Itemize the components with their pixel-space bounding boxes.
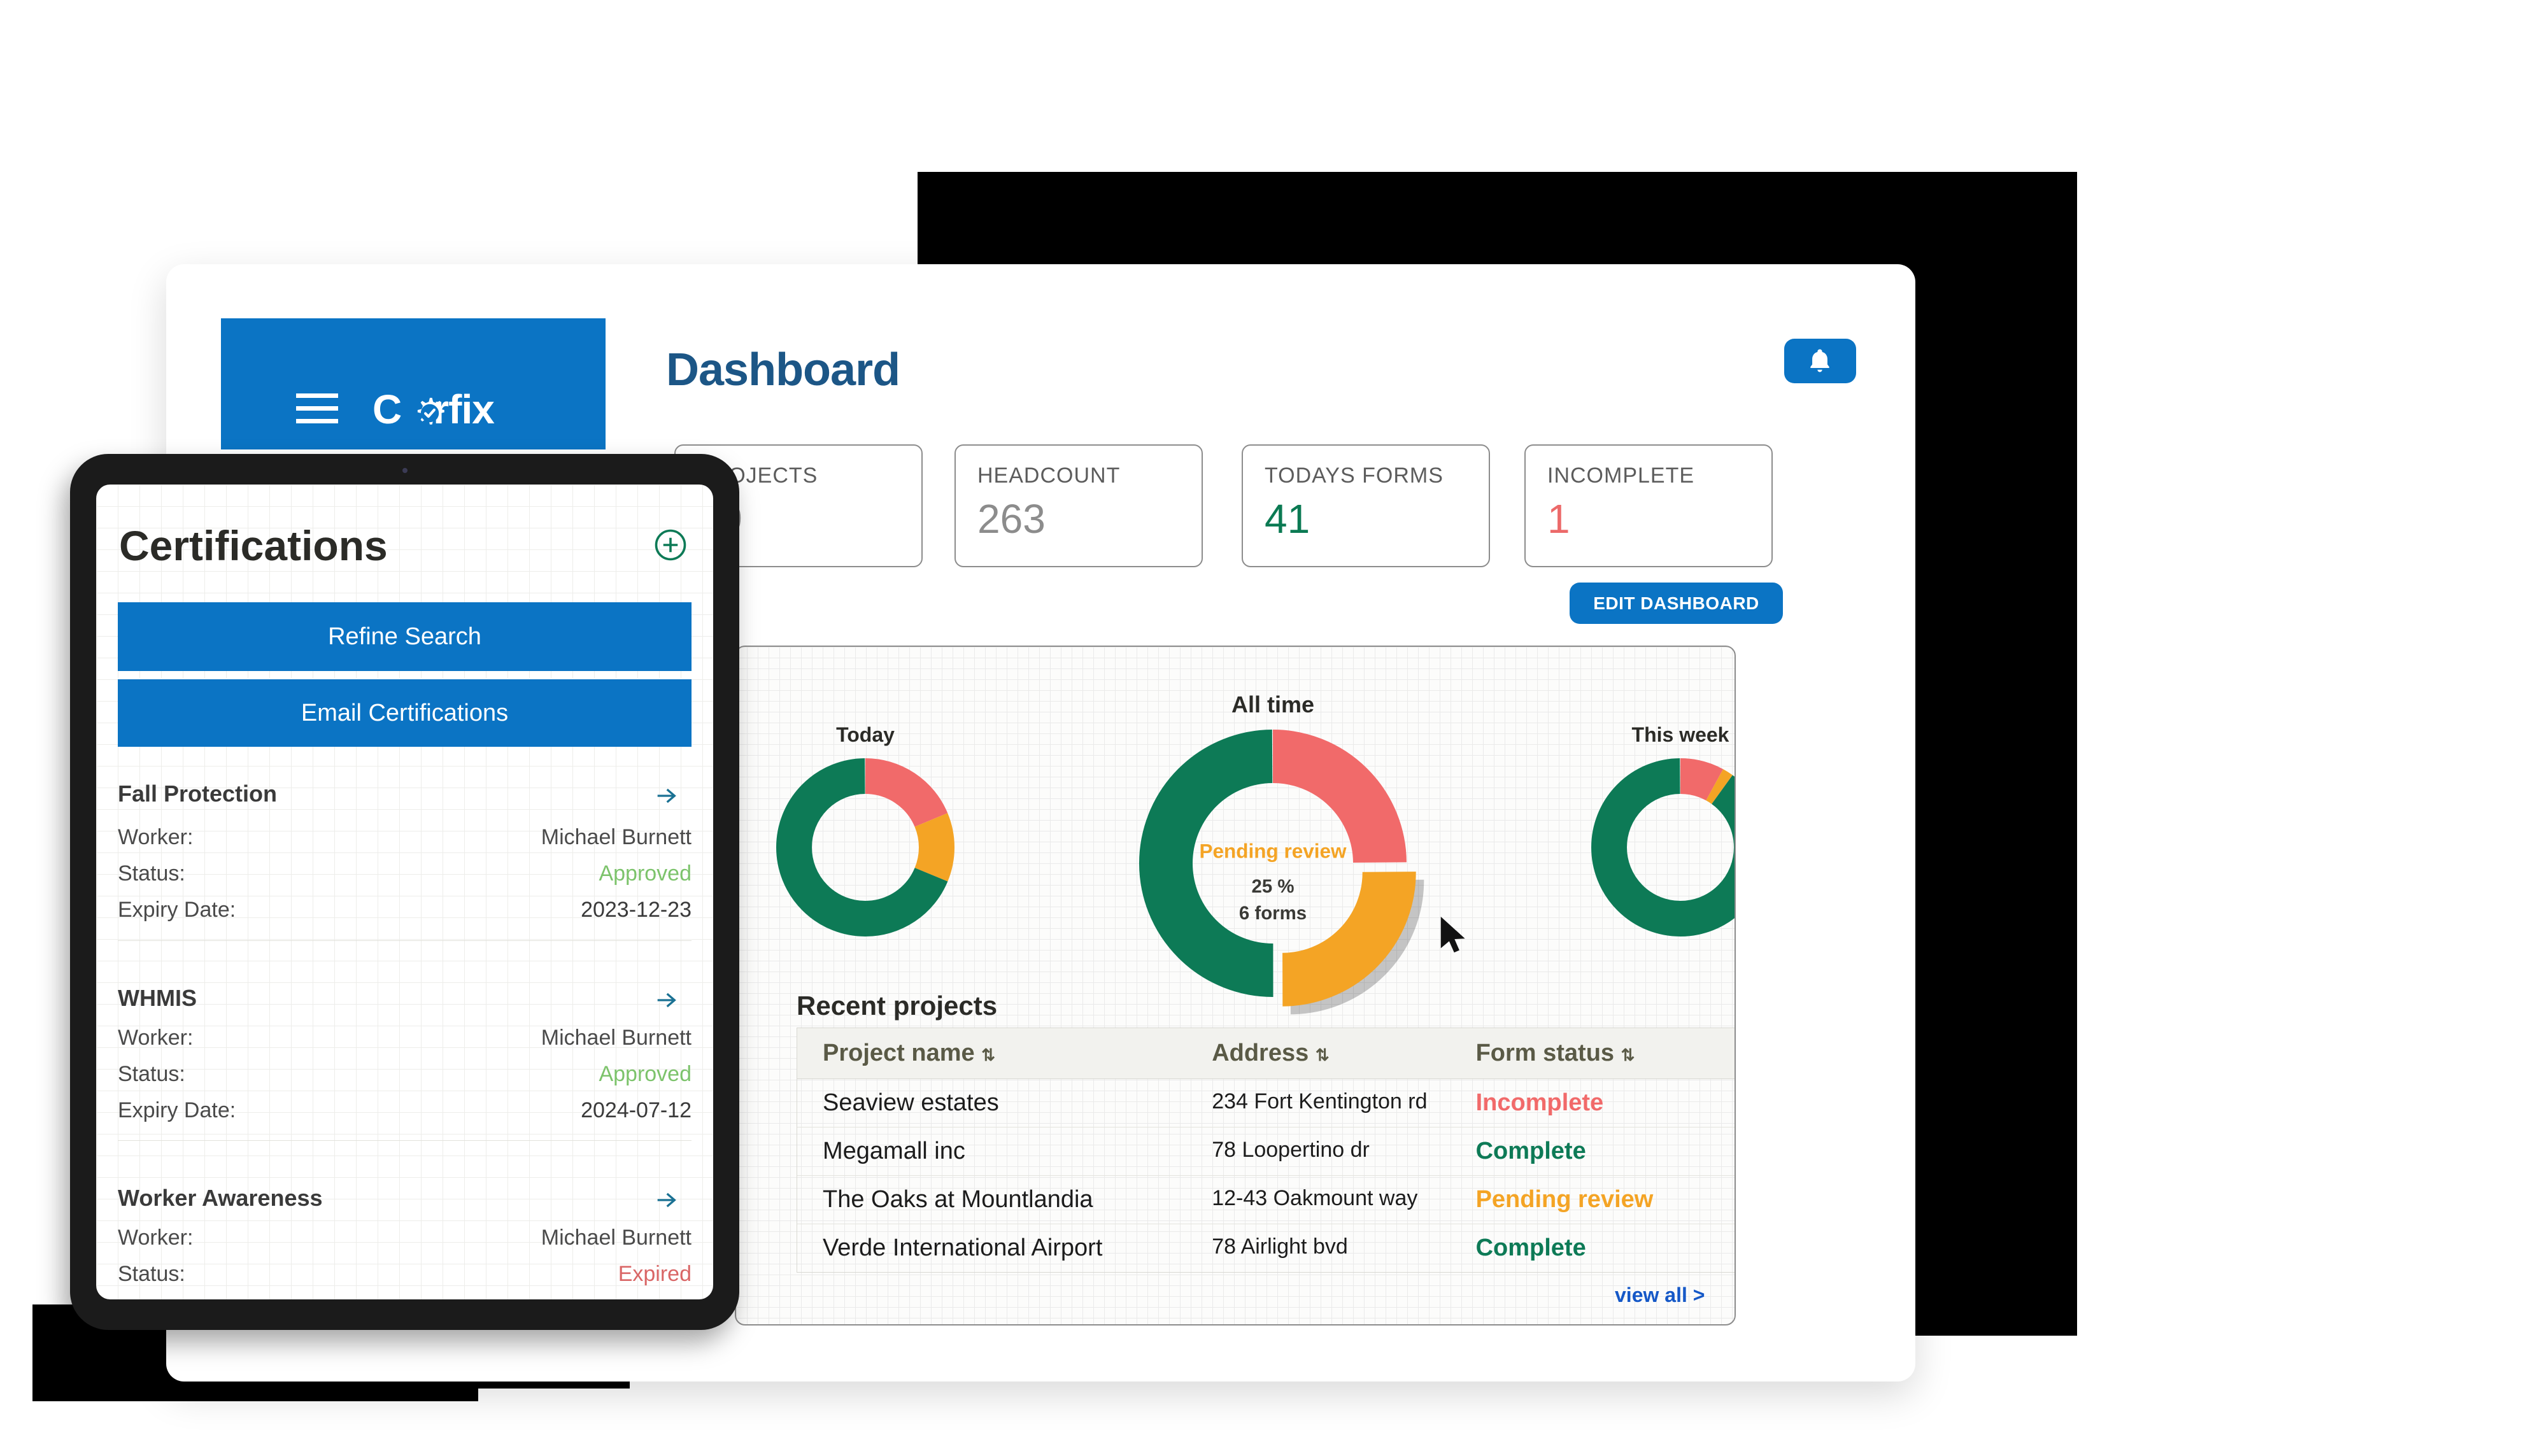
svg-text:25 %: 25 % (1252, 876, 1295, 897)
svg-text:Pending review: Pending review (1200, 840, 1347, 863)
svg-text:6 forms: 6 forms (1239, 903, 1307, 924)
